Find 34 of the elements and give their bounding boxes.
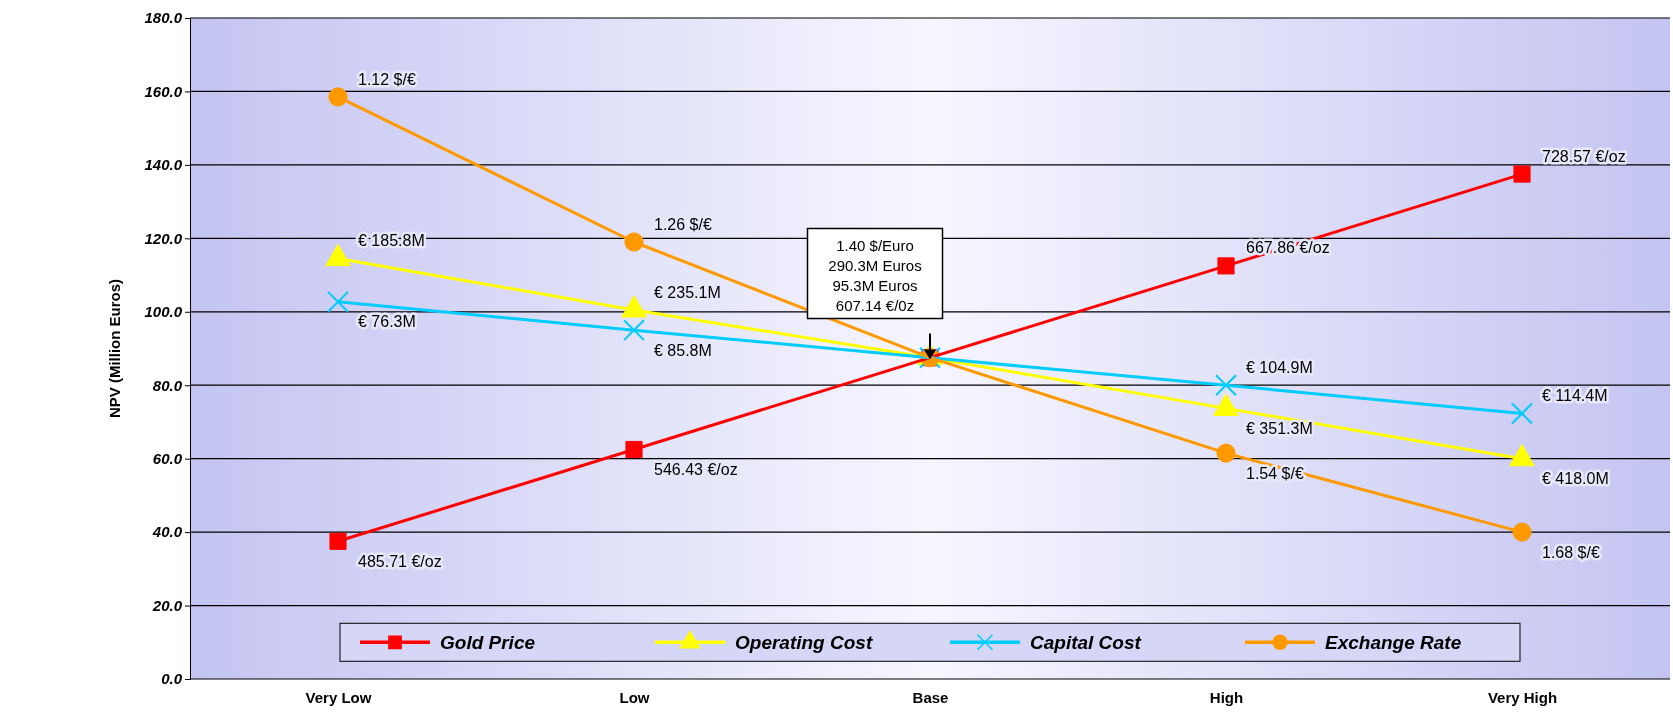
x-tick-label: Very High — [1487, 689, 1558, 706]
annotation: € 104.9M — [1246, 358, 1313, 376]
y-tick-label: 180.0 — [144, 9, 183, 27]
y-tick-label: 100.0 — [144, 303, 183, 321]
legend-label: Gold Price — [440, 631, 536, 653]
y-tick-label: 40.0 — [151, 523, 183, 541]
annotation: € 235.1M — [654, 283, 721, 301]
legend-label: Capital Cost — [1030, 631, 1142, 653]
x-tick-label: Low — [619, 689, 650, 706]
annotation: € 418.0M — [1542, 470, 1609, 488]
y-tick-label: 120.0 — [144, 229, 183, 247]
legend-label: Exchange Rate — [1325, 631, 1462, 653]
annotation: € 114.4M — [1542, 387, 1608, 405]
annotation: 728.57 €/oz — [1542, 147, 1626, 165]
x-tick-label: Base — [912, 689, 949, 706]
annotation: € 85.8M — [654, 341, 712, 359]
y-tick-label: 160.0 — [144, 82, 183, 100]
annotation: 1.68 $/€ — [1542, 543, 1600, 561]
annotation: 546.43 €/oz — [654, 461, 738, 479]
x-tick-label: High — [1209, 689, 1244, 706]
legend-label: Operating Cost — [735, 631, 873, 653]
x-tick-label: Very Low — [305, 689, 372, 706]
y-tick-label: 0.0 — [161, 670, 183, 688]
annotation: 1.12 $/€ — [358, 70, 416, 88]
y-axis-title: NPV (Million Euros) — [106, 278, 123, 419]
y-tick-label: 20.0 — [151, 596, 183, 614]
y-tick-label: 80.0 — [152, 376, 183, 394]
y-tick-label: 140.0 — [144, 156, 183, 174]
annotation: 1.26 $/€ — [654, 215, 712, 233]
annotation: 1.40 $/Euro 290.3M Euros 95.3M Euros 607.14 €/0z — [828, 236, 922, 314]
annotation: € 76.3M — [358, 313, 416, 331]
annotation: € 351.3M — [1246, 419, 1313, 437]
y-tick-label: 60.0 — [152, 449, 183, 467]
annotation: 485.71 €/oz — [358, 552, 442, 570]
